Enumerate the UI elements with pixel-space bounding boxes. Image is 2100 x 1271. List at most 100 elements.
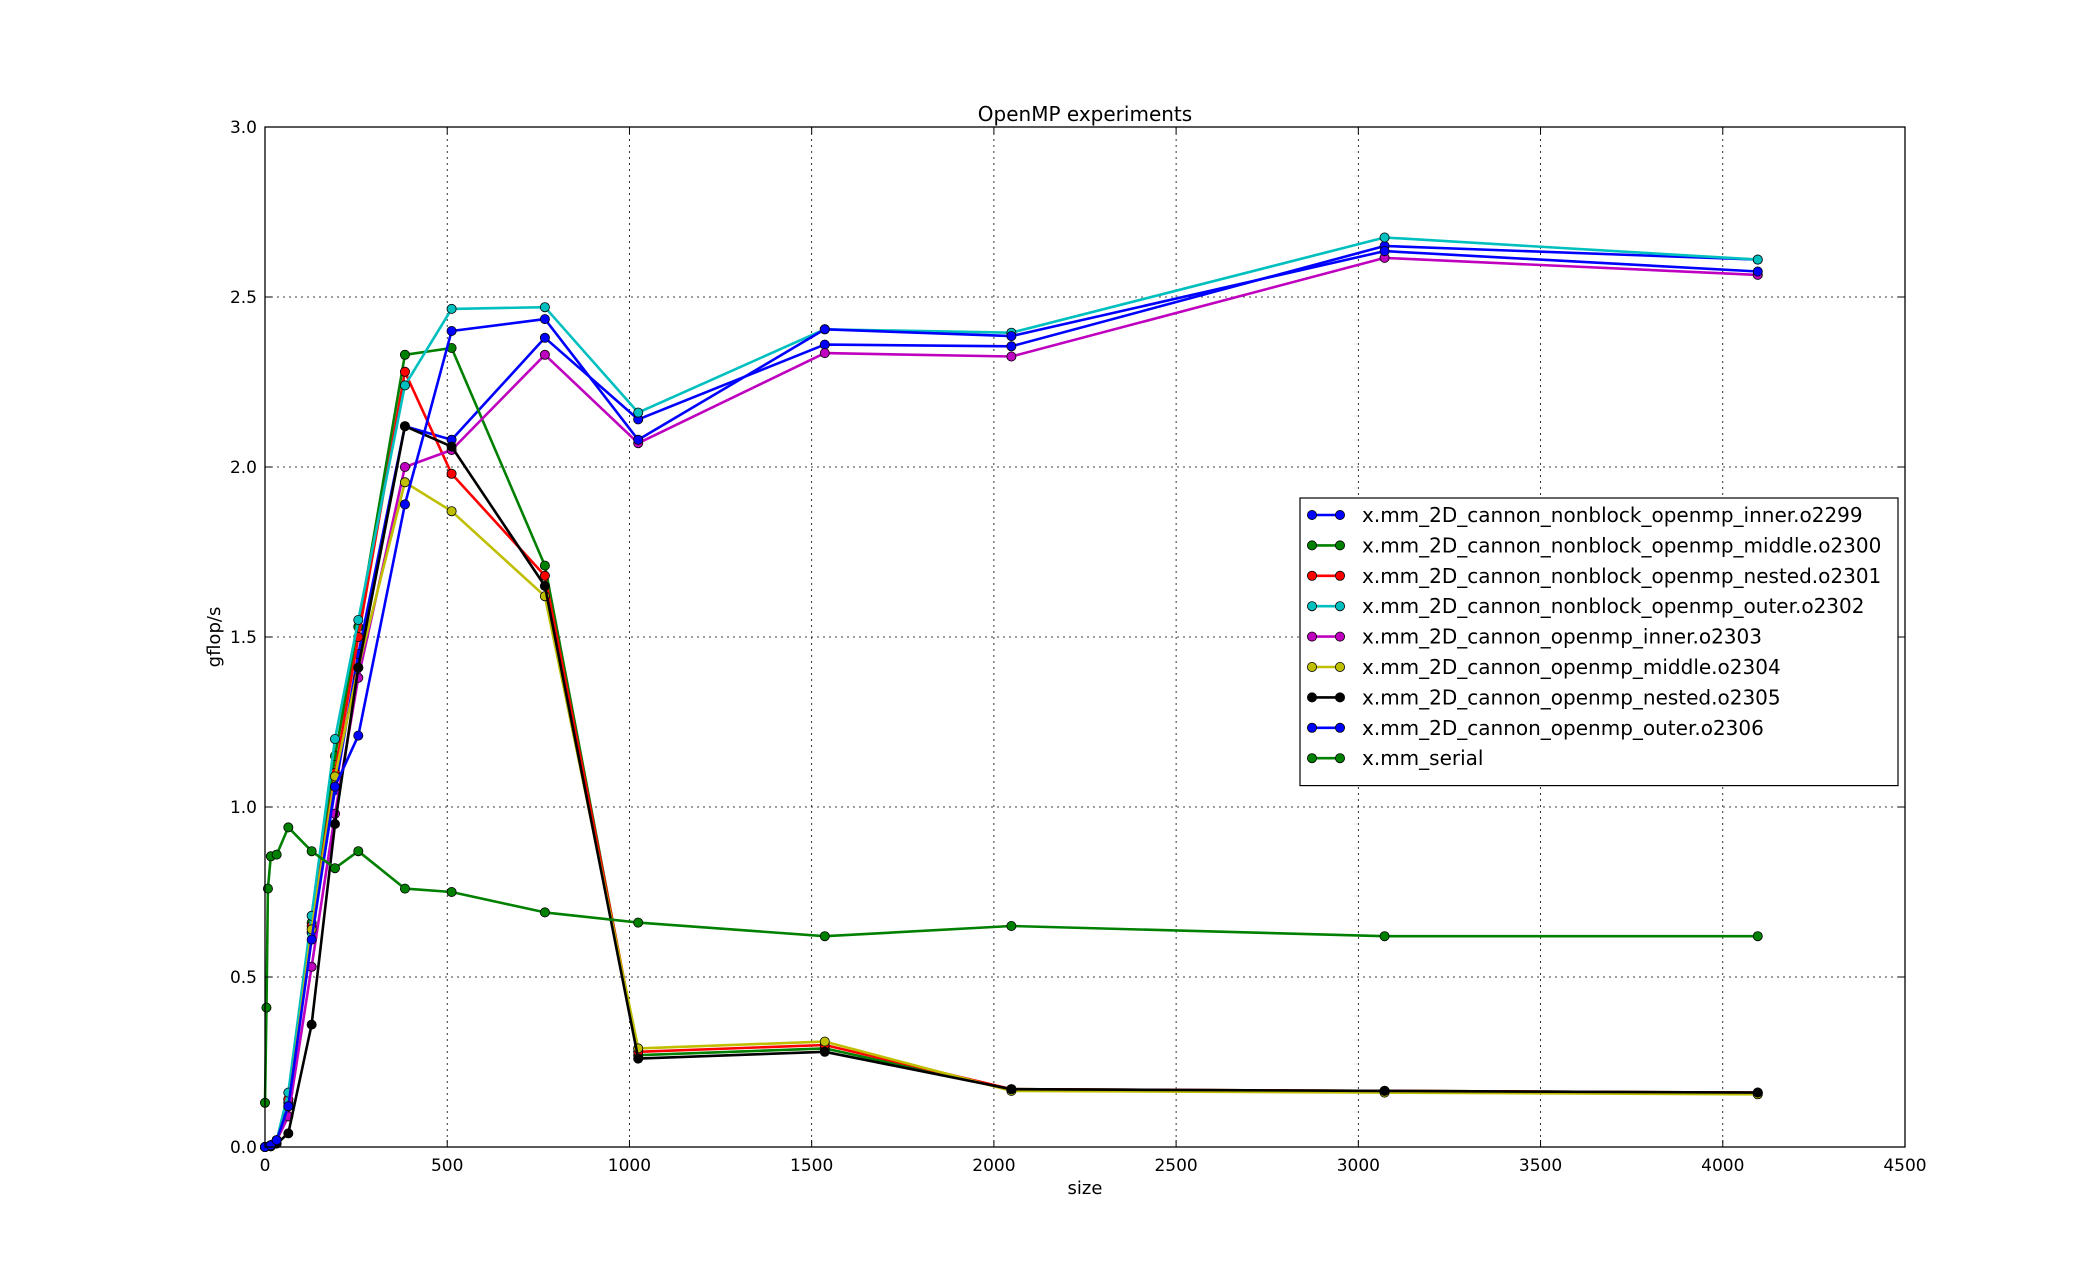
legend-label: x.mm_2D_cannon_nonblock_openmp_inner.o22… bbox=[1362, 503, 1863, 527]
legend-swatch-marker bbox=[1307, 570, 1318, 581]
x-tick-label: 1000 bbox=[608, 1156, 651, 1176]
data-point bbox=[1006, 331, 1017, 342]
data-point bbox=[283, 1101, 294, 1112]
legend-swatch-marker bbox=[1307, 601, 1318, 612]
series-group bbox=[259, 822, 1763, 1108]
data-point bbox=[306, 1019, 317, 1030]
data-point bbox=[819, 324, 830, 335]
data-point bbox=[399, 380, 410, 391]
data-point bbox=[329, 781, 340, 792]
legend-label: x.mm_2D_cannon_nonblock_openmp_outer.o23… bbox=[1362, 594, 1864, 618]
data-point bbox=[633, 1053, 644, 1064]
legend-swatch-marker bbox=[1307, 753, 1318, 764]
data-point bbox=[353, 615, 364, 626]
data-point bbox=[819, 1046, 830, 1057]
y-tick-label: 0.0 bbox=[230, 1138, 257, 1158]
x-tick-label: 1500 bbox=[790, 1156, 833, 1176]
data-point bbox=[539, 560, 550, 571]
data-point bbox=[353, 662, 364, 673]
data-point bbox=[1006, 351, 1017, 362]
legend-swatch-marker bbox=[1307, 631, 1318, 642]
data-point bbox=[399, 499, 410, 510]
data-point bbox=[271, 1135, 282, 1146]
y-tick-label: 2.5 bbox=[230, 288, 257, 308]
series-lines bbox=[259, 232, 1763, 1153]
data-point bbox=[1379, 232, 1390, 243]
data-point bbox=[446, 325, 457, 336]
data-point bbox=[819, 348, 830, 359]
data-point bbox=[819, 931, 830, 942]
y-tick-label: 0.5 bbox=[230, 968, 257, 988]
data-point bbox=[446, 887, 457, 898]
data-point bbox=[539, 349, 550, 360]
data-point bbox=[399, 366, 410, 377]
data-point bbox=[1752, 1087, 1763, 1098]
data-point bbox=[329, 863, 340, 874]
data-point bbox=[446, 441, 457, 452]
data-point bbox=[446, 468, 457, 479]
data-point bbox=[539, 314, 550, 325]
legend-label: x.mm_2D_cannon_nonblock_openmp_middle.o2… bbox=[1362, 533, 1881, 557]
legend-label: x.mm_2D_cannon_openmp_outer.o2306 bbox=[1362, 716, 1764, 740]
x-tick-label: 0 bbox=[260, 1156, 271, 1176]
legend-swatch-marker bbox=[1335, 601, 1346, 612]
legend-swatch-marker bbox=[1335, 753, 1346, 764]
data-point bbox=[633, 917, 644, 928]
grid-lines bbox=[265, 127, 1905, 1147]
legend-swatch-marker bbox=[1335, 540, 1346, 551]
data-point bbox=[329, 734, 340, 745]
data-point bbox=[399, 461, 410, 472]
y-tick-label: 3.0 bbox=[230, 118, 257, 138]
data-point bbox=[1006, 1084, 1017, 1095]
data-point bbox=[306, 846, 317, 857]
legend-swatch-marker bbox=[1307, 540, 1318, 551]
legend-swatch-marker bbox=[1307, 692, 1318, 703]
data-point bbox=[1006, 341, 1017, 352]
x-tick-label: 2000 bbox=[972, 1156, 1015, 1176]
y-tick-label: 2.0 bbox=[230, 458, 257, 478]
legend-label: x.mm_2D_cannon_openmp_middle.o2304 bbox=[1362, 655, 1781, 679]
data-point bbox=[399, 477, 410, 488]
y-tick-label: 1.5 bbox=[230, 628, 257, 648]
legend-swatch-marker bbox=[1307, 509, 1318, 520]
data-point bbox=[329, 819, 340, 830]
legend-swatch-marker bbox=[1307, 722, 1318, 733]
data-point bbox=[1379, 931, 1390, 942]
data-point bbox=[1752, 266, 1763, 277]
legend-swatch-marker bbox=[1335, 722, 1346, 733]
data-point bbox=[539, 570, 550, 581]
legend-swatch-marker bbox=[1335, 662, 1346, 673]
axis-ticks: 0 500 1000 1500 2000 2500 3000 3500 4000 4500 0.0 0… bbox=[230, 118, 1927, 1176]
y-axis-label: gflop/s bbox=[204, 607, 225, 668]
x-axis-label: size bbox=[1068, 1178, 1103, 1199]
legend-label: x.mm_2D_cannon_openmp_nested.o2305 bbox=[1362, 685, 1781, 709]
data-point bbox=[446, 506, 457, 517]
x-tick-label: 3500 bbox=[1519, 1156, 1562, 1176]
data-point bbox=[633, 407, 644, 418]
legend-label: x.mm_2D_cannon_nonblock_openmp_nested.o2… bbox=[1362, 564, 1881, 588]
legend-swatch-marker bbox=[1335, 570, 1346, 581]
legend-label: x.mm_2D_cannon_openmp_inner.o2303 bbox=[1362, 625, 1762, 649]
data-point bbox=[283, 822, 294, 833]
data-point bbox=[539, 907, 550, 918]
data-point bbox=[633, 434, 644, 445]
x-tick-label: 3000 bbox=[1337, 1156, 1380, 1176]
data-point bbox=[539, 332, 550, 343]
data-point bbox=[306, 934, 317, 945]
x-tick-label: 4500 bbox=[1883, 1156, 1926, 1176]
data-point bbox=[819, 339, 830, 350]
legend-swatch-marker bbox=[1335, 509, 1346, 520]
x-tick-label: 2500 bbox=[1154, 1156, 1197, 1176]
data-point bbox=[446, 303, 457, 314]
data-point bbox=[539, 581, 550, 592]
data-point bbox=[399, 349, 410, 360]
x-tick-label: 500 bbox=[431, 1156, 463, 1176]
data-point bbox=[819, 1036, 830, 1047]
data-point bbox=[539, 302, 550, 313]
legend-swatch-marker bbox=[1335, 631, 1346, 642]
legend: x.mm_2D_cannon_nonblock_openmp_inner.o22… bbox=[1299, 497, 1899, 787]
data-point bbox=[271, 849, 282, 860]
data-point bbox=[1752, 931, 1763, 942]
